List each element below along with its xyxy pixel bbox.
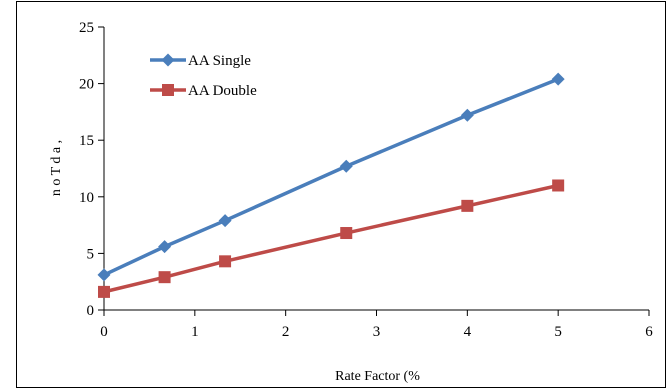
x-tick-label: 5	[554, 324, 562, 340]
legend-label: AA Single	[188, 53, 251, 69]
series-line	[103, 77, 559, 277]
legend-swatch-marker	[161, 53, 175, 67]
legend-swatch-marker	[162, 84, 174, 96]
data-point	[551, 72, 565, 86]
y-tick-label: 10	[79, 190, 94, 206]
data-point	[461, 199, 474, 212]
chart-frame	[16, 1, 666, 388]
axes: 0 5 10 15 20 25 0 1 2 3 4 5 6	[79, 20, 653, 340]
axis-titles: Rate Factor (% n o T d a ,	[49, 140, 420, 384]
data-point	[339, 159, 353, 173]
series-line	[103, 183, 559, 294]
data-point	[552, 179, 565, 192]
y-tick-label: 20	[79, 77, 94, 93]
data-point	[219, 255, 232, 268]
data-point	[340, 227, 353, 240]
series-aa-double	[98, 179, 565, 298]
x-tick-label: 1	[191, 324, 199, 340]
x-axis-title: Rate Factor (%	[335, 369, 420, 384]
data-point	[97, 268, 111, 282]
data-point	[98, 285, 110, 298]
x-tick-label: 3	[373, 324, 381, 340]
legend-label: AA Double	[188, 83, 257, 99]
data-point	[218, 214, 232, 228]
y-axis-title: n o T d a ,	[49, 140, 64, 196]
data-point	[460, 108, 474, 122]
x-tick-label: 4	[464, 324, 472, 340]
data-point	[158, 240, 172, 254]
data-point	[158, 271, 171, 284]
series-aa-single	[97, 72, 565, 282]
y-tick-label: 15	[79, 133, 94, 149]
y-tick-label: 0	[87, 303, 95, 319]
x-tick-label: 2	[282, 324, 290, 340]
series-layer	[97, 72, 565, 298]
legend: AA Single AA Double	[150, 53, 257, 99]
y-tick-label: 5	[87, 246, 95, 262]
x-tick-label: 6	[645, 324, 653, 340]
y-tick-label: 25	[79, 20, 94, 36]
x-tick-label: 0	[100, 324, 108, 340]
